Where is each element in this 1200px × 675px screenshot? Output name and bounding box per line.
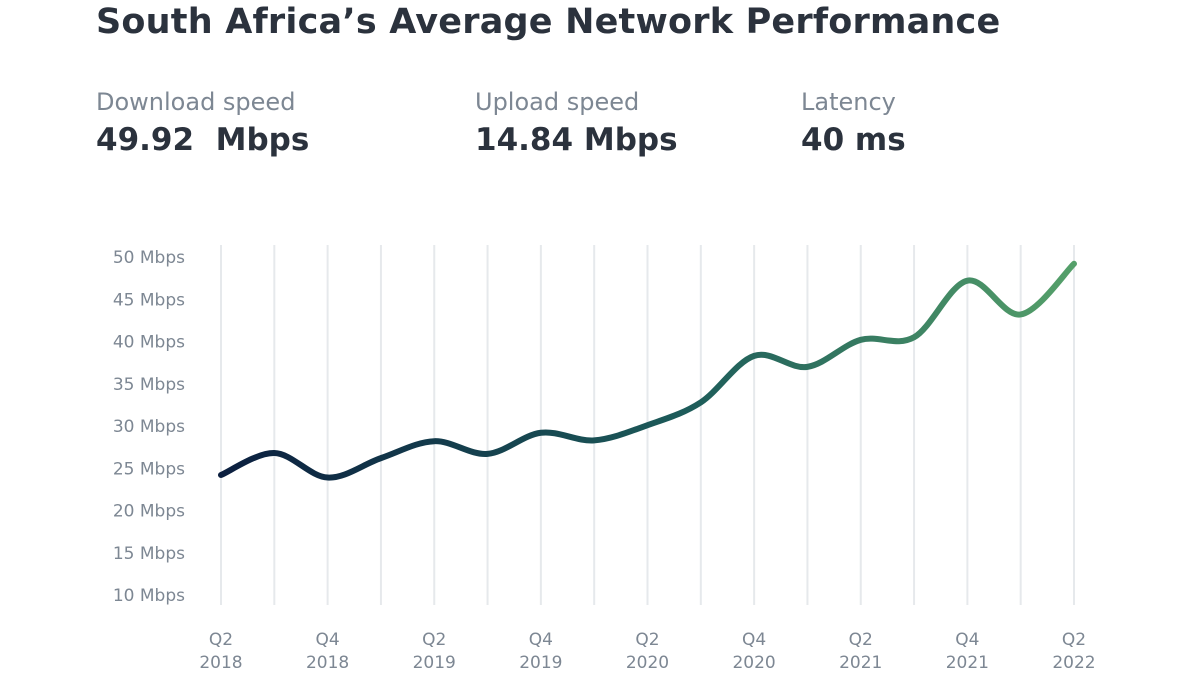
data-point — [431, 438, 437, 444]
data-point — [751, 353, 757, 359]
latency-label: Latency — [801, 88, 896, 116]
y-tick-label: 45 Mbps — [113, 290, 185, 310]
y-tick-label: 10 Mbps — [113, 586, 185, 606]
upload-speed-value: 14.84 Mbps — [475, 122, 678, 158]
y-tick-label: 40 Mbps — [113, 333, 185, 353]
data-point — [538, 430, 544, 436]
download-speed-value: 49.92 Mbps — [96, 122, 310, 158]
chart-gridlines — [220, 245, 1075, 605]
series-line-download-speed — [218, 260, 1077, 481]
data-point — [378, 455, 384, 461]
data-point — [1018, 311, 1024, 317]
y-tick-label: 25 Mbps — [113, 459, 185, 479]
data-point — [911, 334, 917, 340]
data-point — [804, 364, 810, 370]
data-point — [218, 472, 224, 478]
data-point — [698, 399, 704, 405]
data-point — [325, 475, 331, 481]
x-tick-label: Q2 2020 — [626, 630, 669, 673]
y-tick-label: 35 Mbps — [113, 375, 185, 395]
y-tick-label: 20 Mbps — [113, 502, 185, 522]
y-tick-label: 50 Mbps — [113, 248, 185, 268]
page-title: South Africa’s Average Network Performan… — [96, 2, 1001, 42]
y-tick-label: 30 Mbps — [113, 417, 185, 437]
x-tick-label: Q2 2022 — [1052, 630, 1095, 673]
data-point — [1071, 261, 1077, 267]
x-tick-label: Q4 2019 — [519, 630, 562, 673]
chart-series — [218, 260, 1077, 481]
x-tick-label: Q4 2021 — [946, 630, 989, 673]
download-speed-label: Download speed — [96, 88, 296, 116]
data-point — [591, 437, 597, 443]
x-tick-label: Q2 2018 — [199, 630, 242, 673]
x-axis: Q2 2018 Q4 2018 Q2 2019 Q4 2019 Q2 2020 Q4 2020 Q2 20… — [199, 630, 1095, 673]
y-tick-label: 15 Mbps — [113, 544, 185, 564]
latency-value: 40 ms — [801, 122, 906, 158]
latency-stat: Latency 40 ms — [801, 86, 906, 160]
upload-speed-stat: Upload speed 14.84 Mbps — [475, 86, 678, 160]
data-point — [858, 337, 864, 343]
download-speed-stat: Download speed 49.92 Mbps — [96, 86, 309, 160]
data-point — [964, 278, 970, 284]
x-tick-label: Q2 2021 — [839, 630, 882, 673]
data-point — [485, 451, 491, 457]
data-point — [645, 422, 651, 428]
x-tick-label: Q2 2019 — [413, 630, 456, 673]
upload-speed-label: Upload speed — [475, 88, 640, 116]
x-tick-label: Q4 2018 — [306, 630, 349, 673]
data-point — [271, 450, 277, 456]
x-tick-label: Q4 2020 — [732, 630, 775, 673]
y-axis: 50 Mbps 45 Mbps 40 Mbps 35 Mbps 30 Mbps 25 Mb… — [113, 248, 185, 606]
